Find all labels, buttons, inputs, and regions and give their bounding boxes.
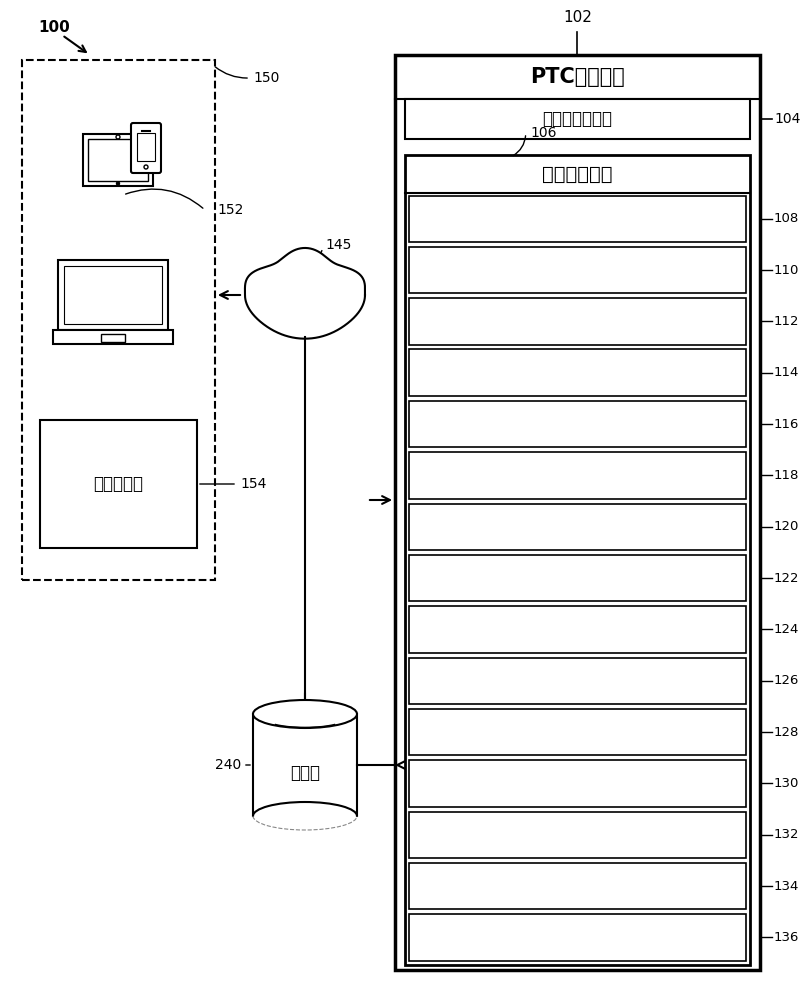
Text: 136: 136 xyxy=(774,931,799,944)
Text: 126: 126 xyxy=(774,674,799,687)
Text: 154: 154 xyxy=(240,477,267,491)
Text: 122: 122 xyxy=(774,572,799,584)
Text: 频率发生器模块: 频率发生器模块 xyxy=(545,827,609,842)
Bar xyxy=(409,298,746,344)
Bar xyxy=(254,714,356,816)
Text: 116: 116 xyxy=(774,418,799,430)
Text: 机器可读指令: 机器可读指令 xyxy=(542,164,612,184)
Bar xyxy=(409,658,746,704)
Text: 方向管理模块: 方向管理模块 xyxy=(550,570,605,585)
Circle shape xyxy=(251,287,287,323)
Bar xyxy=(88,139,148,181)
Text: 认证模块: 认证模块 xyxy=(559,468,595,483)
Text: 128: 128 xyxy=(774,726,799,738)
Text: 动态制动模块: 动态制动模块 xyxy=(550,622,605,637)
Bar xyxy=(65,266,162,324)
Text: 存储器: 存储器 xyxy=(290,764,320,782)
Text: 130: 130 xyxy=(774,777,799,790)
Circle shape xyxy=(261,271,305,315)
Text: 列车管理计算机: 列车管理计算机 xyxy=(542,110,612,128)
Bar xyxy=(53,330,174,344)
Bar xyxy=(409,196,746,242)
Circle shape xyxy=(297,291,337,331)
Text: 240: 240 xyxy=(215,758,241,772)
Text: 152: 152 xyxy=(217,203,243,217)
Bar xyxy=(409,452,746,498)
Text: 106: 106 xyxy=(531,126,558,140)
Text: 102: 102 xyxy=(563,10,592,25)
Bar xyxy=(405,155,750,965)
Text: 150: 150 xyxy=(253,71,280,85)
Text: 电源模块: 电源模块 xyxy=(559,930,595,945)
Bar xyxy=(409,812,746,858)
Bar xyxy=(409,349,746,396)
Text: 状态模块: 状态模块 xyxy=(559,416,595,432)
Text: 外部服务器: 外部服务器 xyxy=(94,475,144,493)
Bar xyxy=(405,99,750,139)
Bar xyxy=(409,914,746,961)
Bar xyxy=(409,555,746,601)
Bar xyxy=(409,709,746,755)
Bar xyxy=(58,260,169,330)
Text: 145: 145 xyxy=(325,238,351,252)
Text: 用户认证模块: 用户认证模块 xyxy=(550,314,605,329)
Circle shape xyxy=(273,291,313,331)
Text: 显示输出模块: 显示输出模块 xyxy=(550,262,605,277)
Bar xyxy=(137,133,155,161)
Ellipse shape xyxy=(253,700,357,728)
Text: 134: 134 xyxy=(774,880,799,892)
Circle shape xyxy=(116,182,120,185)
FancyBboxPatch shape xyxy=(131,123,161,173)
Text: 显示输入模块: 显示输入模块 xyxy=(550,211,605,226)
Bar xyxy=(83,134,153,186)
Text: 天线组装模块: 天线组装模块 xyxy=(550,879,605,894)
Text: 撒砂模块: 撒砂模块 xyxy=(559,724,595,740)
Bar xyxy=(102,334,125,342)
Text: 118: 118 xyxy=(774,469,799,482)
Bar xyxy=(409,504,746,550)
Bar xyxy=(409,247,746,293)
Bar xyxy=(409,401,746,447)
Bar xyxy=(409,863,746,909)
Text: 112: 112 xyxy=(774,315,799,328)
Bar xyxy=(409,760,746,807)
Bar xyxy=(409,606,746,653)
Bar xyxy=(395,55,760,970)
Text: 110: 110 xyxy=(774,263,799,276)
Text: 120: 120 xyxy=(774,520,799,533)
Text: 132: 132 xyxy=(774,828,799,841)
Text: 104: 104 xyxy=(774,112,801,126)
Circle shape xyxy=(277,259,333,315)
Text: 100: 100 xyxy=(38,20,69,35)
Text: PTC模拟系统: PTC模拟系统 xyxy=(530,67,625,87)
Circle shape xyxy=(323,287,359,323)
Text: 108: 108 xyxy=(774,212,799,225)
Text: 发动机运行模块: 发动机运行模块 xyxy=(545,519,609,534)
Text: 114: 114 xyxy=(774,366,799,379)
Circle shape xyxy=(289,299,321,331)
Bar xyxy=(40,420,197,548)
Text: 气动模块: 气动模块 xyxy=(559,776,595,791)
Bar xyxy=(22,60,215,580)
Text: 网络质量模块: 网络质量模块 xyxy=(550,365,605,380)
Text: 网络: 网络 xyxy=(294,286,316,304)
Text: 油门控制模块: 油门控制模块 xyxy=(550,673,605,688)
Circle shape xyxy=(305,271,349,315)
Text: 124: 124 xyxy=(774,623,799,636)
